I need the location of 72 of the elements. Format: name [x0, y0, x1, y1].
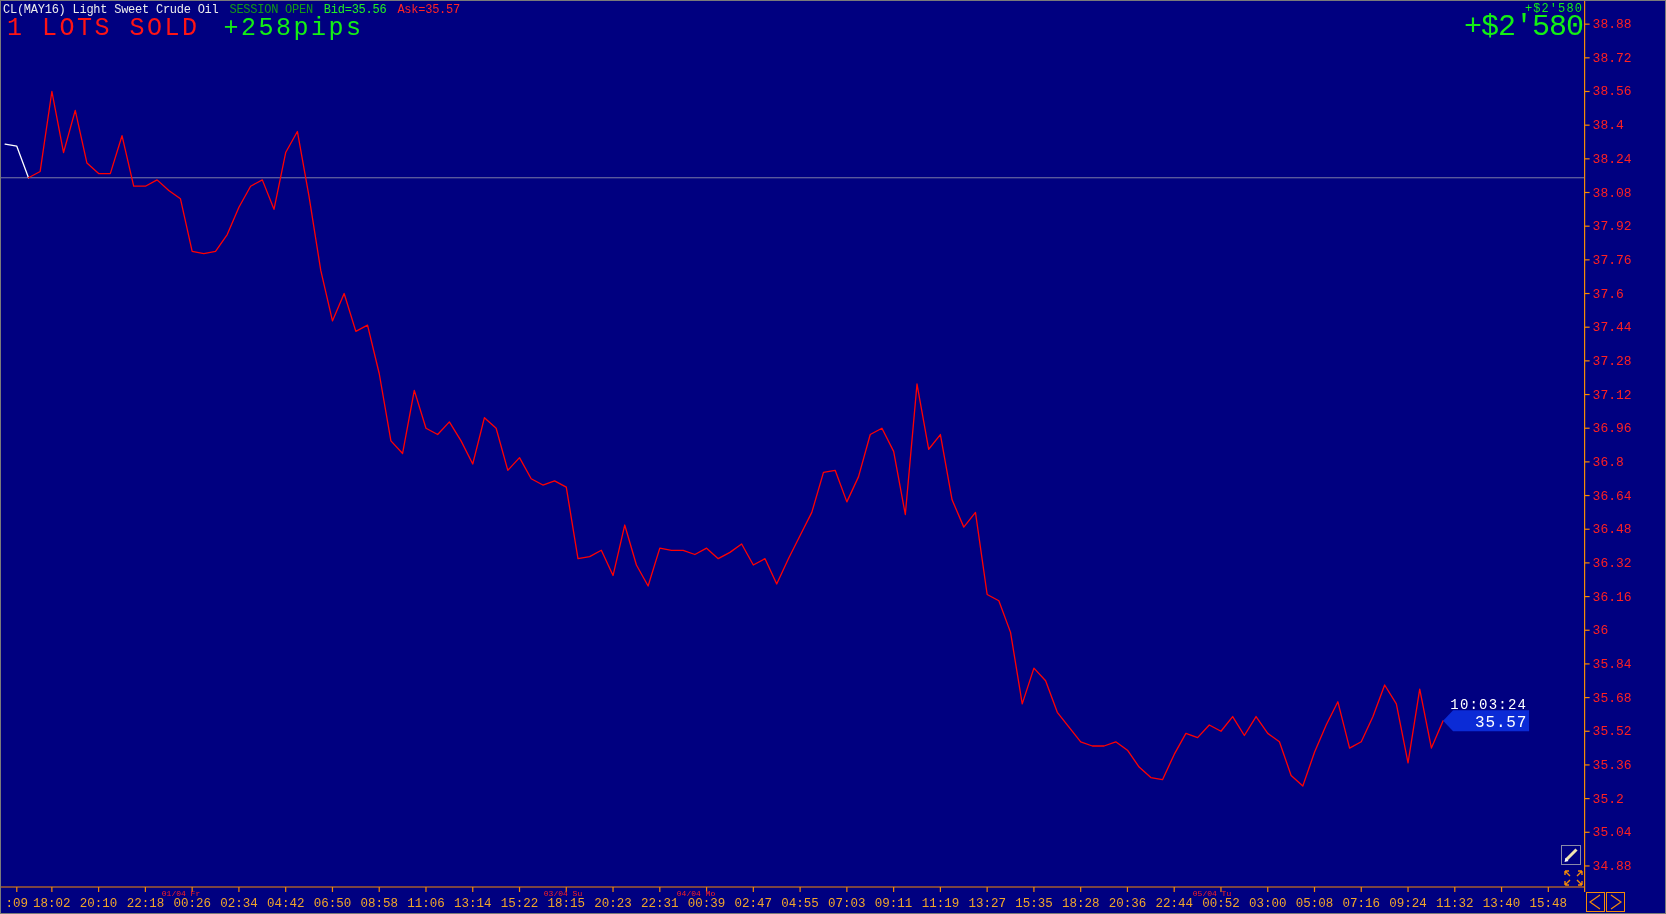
x-tick-label: 15:35: [1015, 897, 1053, 911]
annotation: Ask=35.57: [397, 3, 461, 17]
y-tick-label: 38.72: [1592, 50, 1632, 66]
x-tick-label: 03:00: [1248, 897, 1287, 911]
x-tick-label: 11:32: [1436, 897, 1474, 911]
annotation: 35.57: [1475, 713, 1528, 732]
x-tick-label: 15:22: [500, 897, 539, 911]
x-tick-label: 02:34: [220, 897, 258, 911]
x-tick-label: 07:03: [828, 897, 866, 911]
y-tick-label: 37.12: [1592, 387, 1632, 403]
y-tick-label: 36.8: [1592, 454, 1624, 470]
x-tick-label: 13:14: [453, 897, 492, 911]
text: 03/04 Su: [543, 888, 583, 898]
y-tick-label: 36.16: [1592, 589, 1632, 605]
x-tick-label: 04:55: [781, 897, 819, 911]
x-tick-label: :09: [5, 897, 29, 911]
x-tick-label: 13:27: [968, 897, 1006, 911]
annotation: 10:03:24: [1450, 696, 1528, 713]
y-tick-label: 36.96: [1592, 420, 1632, 436]
x-tick-label: 20:10: [79, 897, 118, 911]
x-tick-label: 11:06: [407, 897, 445, 911]
x-tick-label: 00:39: [687, 897, 726, 911]
y-tick-label: 37.44: [1592, 319, 1632, 335]
x-tick-label: 11:19: [921, 897, 960, 911]
x-tick-label: 08:58: [360, 897, 398, 911]
annotation: Bid=35.56: [323, 3, 387, 17]
text: 05/04 Tu: [1192, 888, 1232, 898]
y-tick-label: 35.52: [1592, 723, 1632, 739]
y-tick-label: 36.32: [1592, 555, 1632, 571]
x-tick-label: 18:15: [547, 897, 586, 911]
y-tick-label: 38.88: [1592, 16, 1632, 32]
y-tick-label: 36.64: [1592, 488, 1632, 504]
y-tick-label: 35.36: [1592, 757, 1632, 773]
annotation: +258pips: [223, 14, 364, 43]
x-tick-label: 13:40: [1482, 897, 1521, 911]
annotation: SESSION OPEN: [229, 3, 313, 17]
x-tick-label: 20:23: [594, 897, 632, 911]
text: 04/04 Mo: [676, 888, 716, 898]
x-tick-label: 05:08: [1295, 897, 1334, 911]
y-tick-label: 35.04: [1592, 824, 1632, 840]
x-tick-label: 15:48: [1529, 897, 1568, 911]
x-tick-label: 18:28: [1061, 897, 1100, 911]
x-tick-label: 22:44: [1155, 897, 1193, 911]
y-tick-label: 38.24: [1592, 151, 1632, 167]
x-tick-label: 18:02: [33, 897, 71, 911]
y-tick-label: 36.48: [1592, 521, 1632, 537]
y-tick-label: 36: [1592, 622, 1609, 638]
x-tick-label: 02:47: [734, 897, 773, 911]
x-tick-label: 22:18: [126, 897, 165, 911]
line-series: [27, 90, 1444, 787]
x-tick-label: 09:11: [874, 897, 913, 911]
x-tick-label: 00:52: [1202, 897, 1240, 911]
y-tick-label: 35.68: [1592, 690, 1632, 706]
x-tick-label: 20:36: [1108, 897, 1147, 911]
y-tick-label: 37.28: [1592, 353, 1632, 369]
y-tick-label: 35.84: [1592, 656, 1632, 672]
y-tick-label: 37.6: [1592, 286, 1624, 302]
y-tick-label: 34.88: [1592, 858, 1632, 874]
y-tick-label: 37.76: [1592, 252, 1632, 268]
x-tick-label: 22:31: [641, 897, 679, 911]
x-tick-label: 00:26: [173, 897, 211, 911]
x-tick-label: 09:24: [1389, 897, 1427, 911]
y-tick-label: 38.08: [1592, 185, 1632, 201]
x-tick-label: 06:50: [313, 897, 352, 911]
x-tick-label: 04:42: [266, 897, 305, 911]
y-tick-label: 37.92: [1592, 218, 1632, 234]
y-tick-label: 38.4: [1592, 117, 1624, 133]
y-tick-label: 38.56: [1592, 83, 1632, 99]
chart-title: CL(MAY16) Light Sweet Crude Oil: [3, 3, 219, 17]
x-tick-label: 07:16: [1342, 897, 1381, 911]
y-tick-label: 35.2: [1592, 791, 1624, 807]
text: 01/04 Fr: [161, 888, 201, 898]
